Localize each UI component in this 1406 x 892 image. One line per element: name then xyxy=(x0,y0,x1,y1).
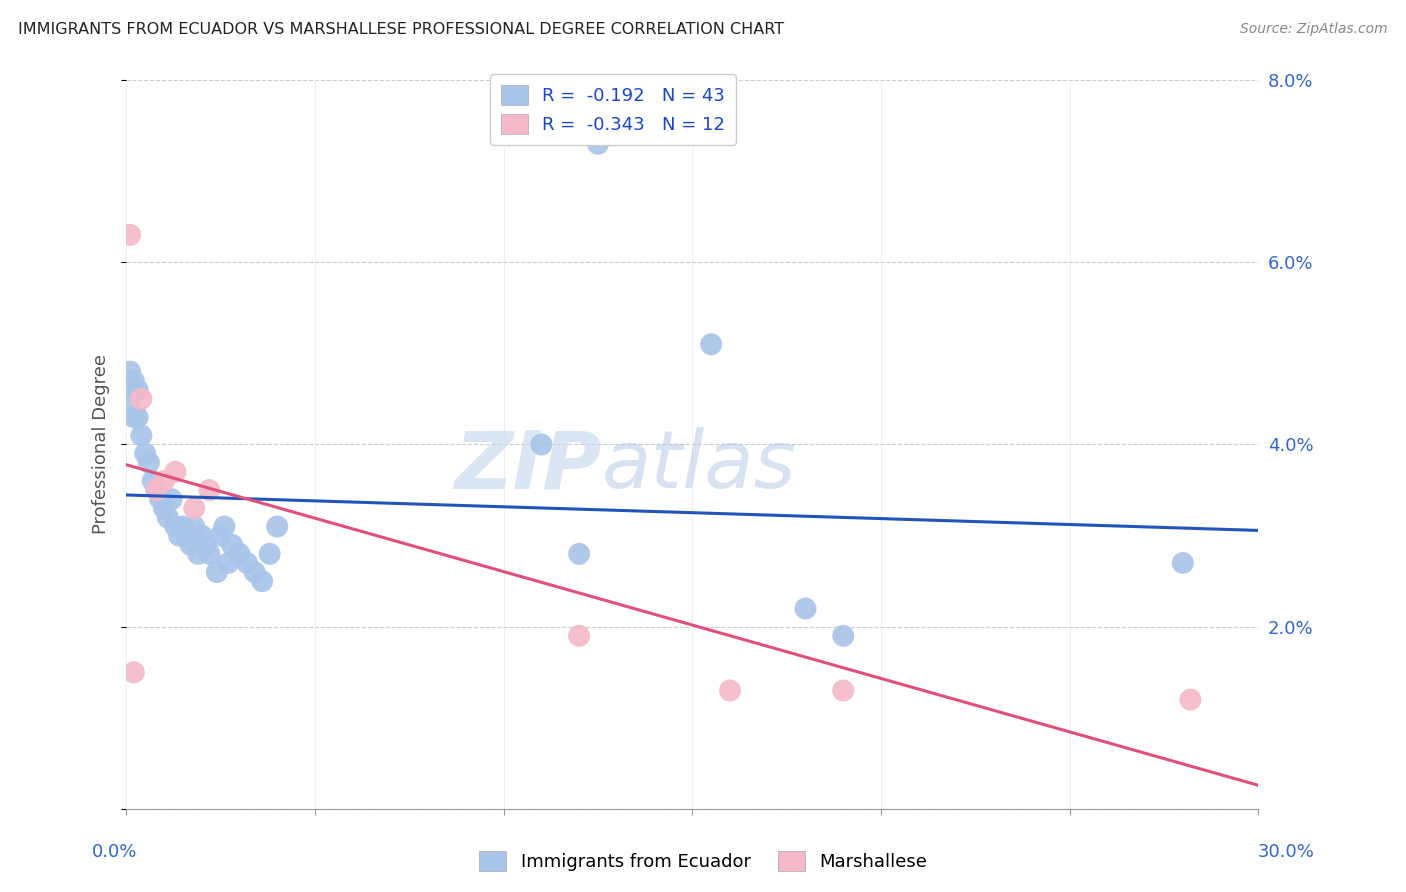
Point xyxy=(127,410,149,425)
Legend: Immigrants from Ecuador, Marshallese: Immigrants from Ecuador, Marshallese xyxy=(472,844,934,879)
Point xyxy=(568,547,591,561)
Point xyxy=(165,519,187,533)
Point xyxy=(138,456,160,470)
Text: Source: ZipAtlas.com: Source: ZipAtlas.com xyxy=(1240,22,1388,37)
Text: ZIP: ZIP xyxy=(454,427,602,506)
Point xyxy=(183,519,205,533)
Y-axis label: Professional Degree: Professional Degree xyxy=(93,354,110,534)
Point xyxy=(214,519,236,533)
Point xyxy=(145,483,167,497)
Point xyxy=(236,556,259,570)
Point xyxy=(120,365,142,379)
Point xyxy=(209,528,232,542)
Point xyxy=(122,374,145,388)
Point xyxy=(122,410,145,425)
Point xyxy=(134,447,156,461)
Point xyxy=(1171,556,1194,570)
Legend: R =  -0.192   N = 43, R =  -0.343   N = 12: R = -0.192 N = 43, R = -0.343 N = 12 xyxy=(491,74,737,145)
Point xyxy=(228,547,250,561)
Point xyxy=(120,227,142,242)
Point xyxy=(259,547,281,561)
Point xyxy=(194,538,217,552)
Text: IMMIGRANTS FROM ECUADOR VS MARSHALLESE PROFESSIONAL DEGREE CORRELATION CHART: IMMIGRANTS FROM ECUADOR VS MARSHALLESE P… xyxy=(18,22,785,37)
Point xyxy=(191,528,214,542)
Point xyxy=(165,465,187,479)
Point xyxy=(718,683,741,698)
Point xyxy=(1180,692,1202,706)
Point xyxy=(266,519,288,533)
Point xyxy=(120,392,142,406)
Point xyxy=(131,392,153,406)
Point xyxy=(127,383,149,397)
Point xyxy=(217,556,239,570)
Point xyxy=(243,565,266,579)
Point xyxy=(122,665,145,680)
Point xyxy=(530,437,553,451)
Point xyxy=(183,501,205,516)
Point xyxy=(187,547,209,561)
Point xyxy=(142,474,165,488)
Point xyxy=(832,629,855,643)
Point xyxy=(794,601,817,615)
Point xyxy=(160,492,183,507)
Point xyxy=(221,538,243,552)
Point xyxy=(250,574,273,589)
Text: 0.0%: 0.0% xyxy=(91,843,136,861)
Point xyxy=(205,565,228,579)
Point xyxy=(586,136,609,151)
Text: 30.0%: 30.0% xyxy=(1258,843,1315,861)
Point xyxy=(172,519,194,533)
Point xyxy=(156,510,179,524)
Point xyxy=(179,538,201,552)
Point xyxy=(145,483,167,497)
Point xyxy=(198,483,221,497)
Point xyxy=(700,337,723,351)
Point xyxy=(167,528,190,542)
Point xyxy=(832,683,855,698)
Point xyxy=(198,547,221,561)
Point xyxy=(131,428,153,442)
Text: atlas: atlas xyxy=(602,427,797,506)
Point xyxy=(149,492,172,507)
Point xyxy=(153,501,176,516)
Point xyxy=(153,474,176,488)
Point xyxy=(568,629,591,643)
Point xyxy=(176,528,198,542)
